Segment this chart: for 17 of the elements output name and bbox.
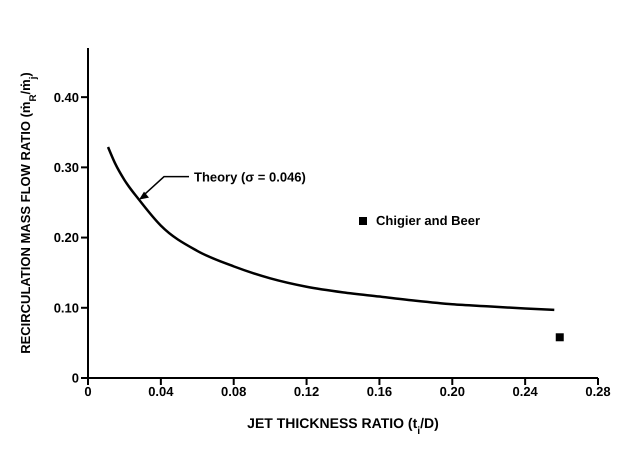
x-tick-label: 0.24 xyxy=(512,384,539,400)
x-tick-label: 0.12 xyxy=(294,384,320,400)
x-tick-label: 0.28 xyxy=(585,384,611,400)
y-tick-label: 0.40 xyxy=(54,90,79,105)
x-tick-label: 0.20 xyxy=(440,384,465,400)
line-series xyxy=(106,146,556,312)
x-tick-label: 0.04 xyxy=(148,384,174,400)
x-axis-title: JET THICKNESS RATIO (t$_{i}$/D) xyxy=(247,415,439,437)
x-tick-label: 0.16 xyxy=(366,384,392,400)
x-tick-label: 0 xyxy=(84,384,92,400)
y-tick-label: 0.20 xyxy=(54,230,79,246)
x-tick-label: 0.08 xyxy=(221,384,246,400)
y-tick-label: 0.10 xyxy=(54,300,79,316)
y-tick-label: 0 xyxy=(72,370,79,386)
y-tick-label: 0.30 xyxy=(54,160,79,175)
legend-label: Chigier and Beer xyxy=(376,213,480,228)
annotation: Theory (σ = 0.046) xyxy=(194,170,306,185)
